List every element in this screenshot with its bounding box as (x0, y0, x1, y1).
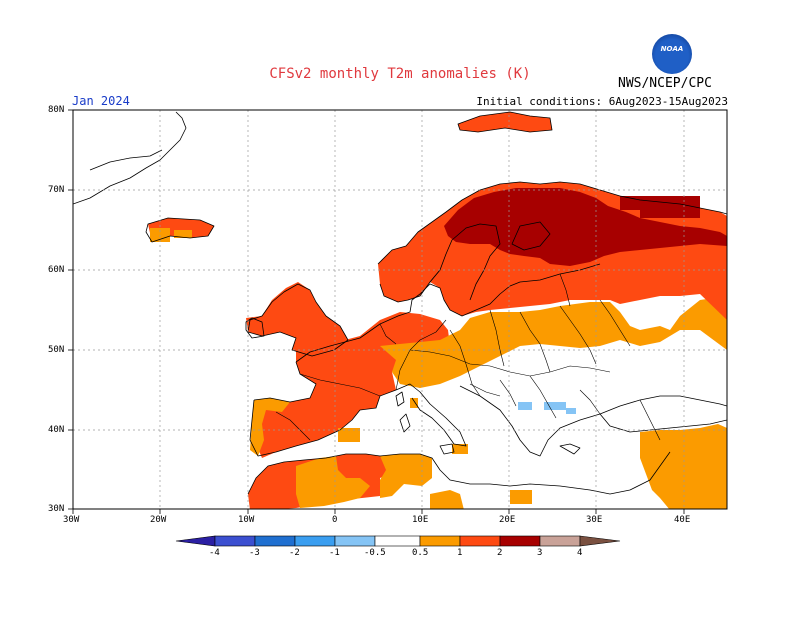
lat-label-70n: 70N (48, 185, 65, 195)
colorbar-label-neg4: -4 (209, 548, 220, 558)
noaa-logo: NOAA (652, 34, 692, 74)
lat-label-50n: 50N (48, 345, 65, 355)
colorbar-segment-4 (334, 535, 376, 547)
lon-label-20w: 20W (150, 515, 167, 525)
colorbar-label-3: 3 (537, 548, 543, 558)
colorbar-label-neg05: -0.5 (364, 548, 386, 558)
gridlines (73, 110, 727, 509)
colorbar-segment-6 (419, 535, 461, 547)
colorbar-label-neg2: -2 (289, 548, 300, 558)
colorbar-segment-8 (499, 535, 541, 547)
lon-label-30e: 30E (586, 515, 603, 525)
lat-label-80n: 80N (48, 105, 65, 115)
lon-label-0: 0 (332, 515, 338, 525)
colorbar-segment-3 (294, 535, 336, 547)
colorbar-segment-5 (374, 535, 421, 547)
anomaly-shading (148, 112, 727, 509)
colorbar-segment-2 (254, 535, 296, 547)
map-frame (72, 109, 728, 510)
lon-label-10e: 10E (412, 515, 429, 525)
colorbar-label-4: 4 (577, 548, 583, 558)
colorbar-segment-9 (539, 535, 581, 547)
lat-label-60n: 60N (48, 265, 65, 275)
lon-label-40e: 40E (674, 515, 691, 525)
colorbar-segment-10 (579, 535, 621, 547)
lon-label-20e: 20E (499, 515, 516, 525)
colorbar-label-neg1: -1 (329, 548, 340, 558)
lat-label-30n: 30N (48, 504, 65, 514)
colorbar-segment-0 (175, 535, 216, 547)
lon-label-30w: 30W (63, 515, 80, 525)
country-borders (275, 269, 661, 441)
coastlines (73, 111, 727, 495)
lon-label-10w: 10W (238, 515, 255, 525)
colorbar-label-2: 2 (497, 548, 503, 558)
colorbar-label-neg3: -3 (249, 548, 260, 558)
colorbar-label-05: 0.5 (412, 548, 429, 558)
forecast-month: Jan 2024 (72, 94, 130, 108)
agency-label: NWS/NCEP/CPC (618, 76, 712, 91)
map-title: CFSv2 monthly T2m anomalies (K) (269, 66, 531, 82)
colorbar-segment-7 (459, 535, 501, 547)
initial-conditions: Initial conditions: 6Aug2023-15Aug2023 (476, 95, 728, 108)
axis-ticks (68, 109, 685, 514)
colorbar (175, 535, 621, 547)
lat-label-40n: 40N (48, 425, 65, 435)
logo-text: NOAA (660, 45, 684, 53)
colorbar-segment-1 (214, 535, 256, 547)
colorbar-label-1: 1 (457, 548, 463, 558)
